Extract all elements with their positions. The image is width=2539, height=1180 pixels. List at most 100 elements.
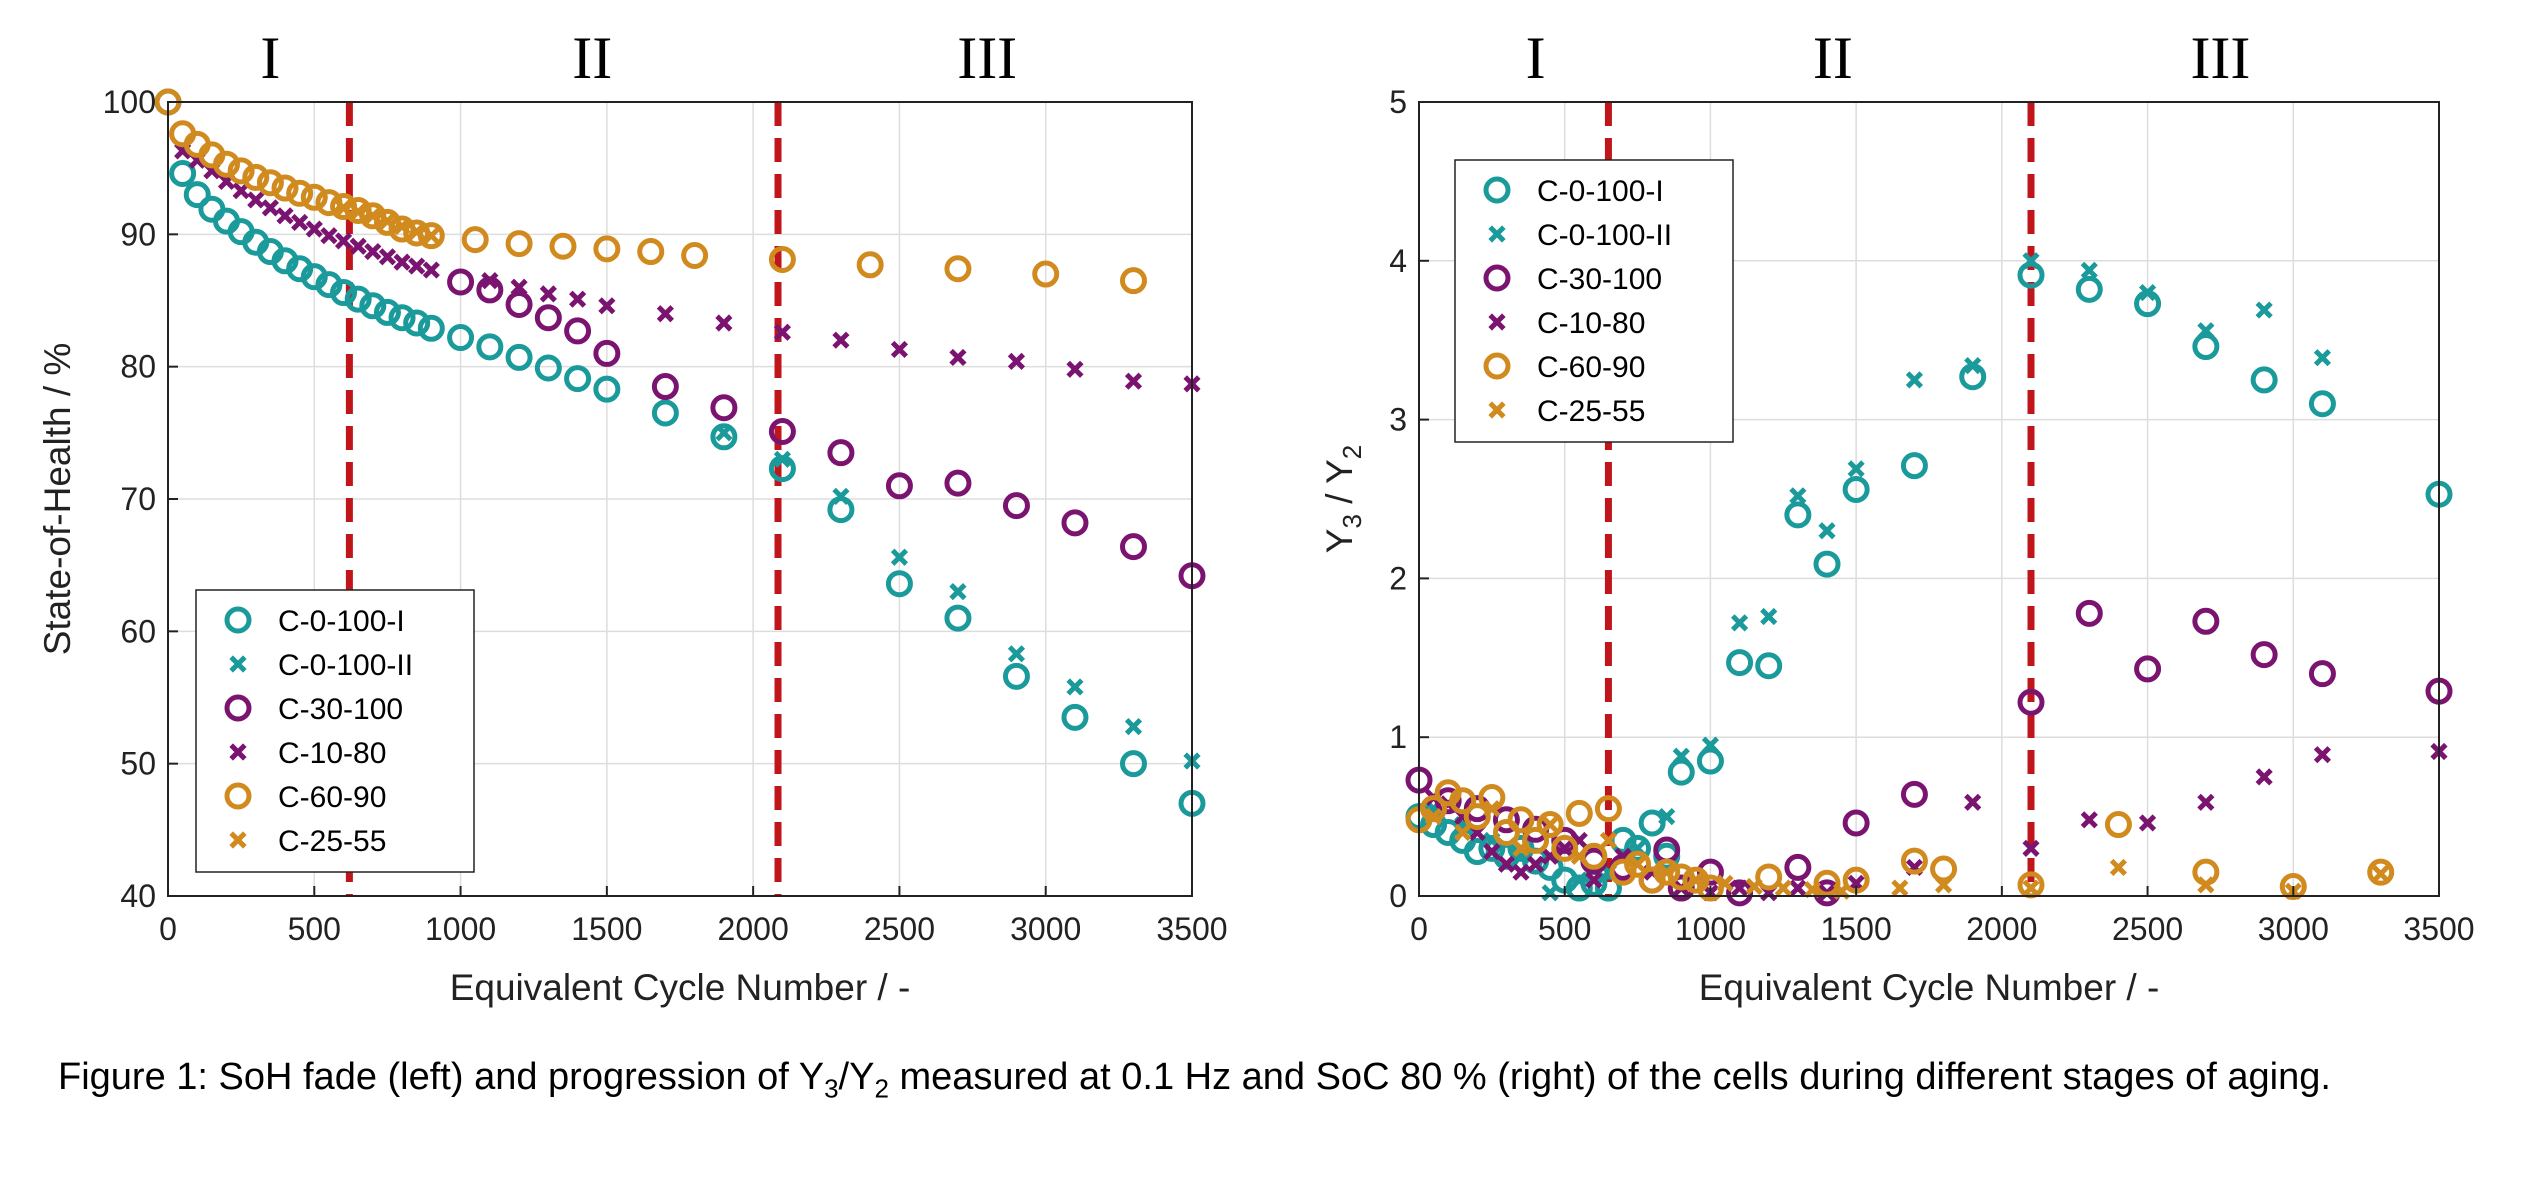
left-data-point [334,199,353,217]
y-label-sub2: 2 [1337,445,1367,459]
left-data-point [349,237,367,255]
left-data-point [378,212,397,230]
right-legend: C-0-100-I C-0-100-II C-30-100 C-10-80 C-60-9… [1454,159,1734,443]
left-data-point [227,157,255,185]
left-y-tick-label: 40 [120,878,156,914]
left-data-point [656,305,674,323]
right-stage-label-iii: III [2190,25,2250,91]
left-data-point [1032,260,1060,288]
right-x-axis-label: Equivalent Cycle Number / - [1699,967,2160,1008]
left-data-point [300,183,328,211]
right-data-point [2080,261,2098,279]
left-legend-label: C-30-100 [278,693,403,726]
left-legend-label: C-0-100-I [278,605,405,638]
left-data-point [569,290,587,308]
left-data-point [827,439,855,467]
left-data-point [505,230,533,258]
left-data-point [344,285,372,313]
right-legend-entries: C-0-100-I C-0-100-II C-30-100 C-10-80 C-60-9… [1483,175,1672,428]
left-x-tick-label: 2000 [718,911,789,947]
right-legend-label: C-60-90 [1537,351,1645,384]
right-data-point [2075,275,2103,303]
right-stage-lines [1604,102,2035,896]
right-data-point [1512,839,1530,857]
right-data-point [2138,814,2157,832]
right-x-tick-label: 1000 [1675,911,1746,947]
right-data-point [1934,876,1953,894]
right-data-point [2022,879,2040,897]
right-data-point [2109,858,2128,877]
right-data-point [2372,865,2390,883]
left-stage-label-iii: III [957,25,1017,91]
left-data-point [334,232,353,250]
left-series-c-30-100 [447,268,1206,590]
left-data-point [651,399,679,427]
right-y-tick-label: 1 [1389,719,1407,755]
left-data-point [1124,372,1143,390]
right-legend-label: C-30-100 [1537,263,1662,296]
y-label-y3: Y [1319,529,1360,554]
left-data-point [890,548,909,566]
left-data-point [1061,703,1089,731]
left-data-point [481,272,499,290]
left-legend-label: C-10-80 [278,737,386,770]
left-data-point [715,314,733,332]
right-data-point [1813,550,1841,578]
left-data-point [1007,352,1026,370]
right-data-point [1716,874,1734,892]
right-data-point [2255,768,2273,786]
left-data-point [510,278,528,296]
right-data-point [1624,850,1652,878]
right-stage-label-i: I [1526,25,1546,91]
left-data-point [461,226,489,254]
right-data-point [1653,858,1681,886]
left-stage-labels: I II III [260,25,1017,91]
right-data-point [1891,879,1909,897]
left-data-point [944,469,972,497]
left-data-point [476,333,504,361]
right-legend-marker [1483,176,1511,204]
left-stage-label-i: I [260,25,280,91]
right-data-point [2250,641,2278,669]
left-data-point [549,232,577,260]
right-data-point [1658,808,1676,826]
left-data-point [256,169,284,197]
left-legend-marker [229,655,247,673]
left-legend-label: C-25-55 [278,825,386,858]
left-data-point [422,261,440,279]
left-data-point [710,423,738,451]
left-legend-box [195,589,475,873]
right-data-point [2080,811,2098,829]
left-y-tick-label: 100 [103,84,156,120]
left-y-tick-label: 60 [120,613,156,649]
left-data-marks [154,88,1206,817]
right-data-point [2022,252,2040,270]
left-legend-marker [229,743,247,761]
left-data-point [598,297,616,315]
left-legend-marker [224,782,252,810]
right-data-point [1512,863,1530,881]
right-data-point [1624,834,1652,862]
right-data-point [1789,487,1807,505]
right-x-tick-label: 2500 [2112,911,2183,947]
right-data-point [1658,863,1676,881]
left-x-tick-label: 500 [288,911,341,947]
left-x-tick-label: 3000 [1010,911,1081,947]
left-data-point [949,583,967,601]
left-data-point [505,290,533,318]
left-data-point [1119,267,1147,295]
right-data-point [1745,877,1763,896]
right-data-point [2197,322,2215,340]
right-data-point [1784,501,1812,529]
left-data-point [768,418,796,446]
right-data-point [1454,823,1472,842]
left-series-c-25-55 [334,199,440,245]
left-data-point [417,314,445,342]
right-data-point [2138,283,2157,302]
left-data-point [637,238,665,266]
right-data-point [1730,614,1749,632]
left-data-point [242,163,270,191]
left-data-point [1002,662,1030,690]
right-data-point [1774,879,1792,897]
